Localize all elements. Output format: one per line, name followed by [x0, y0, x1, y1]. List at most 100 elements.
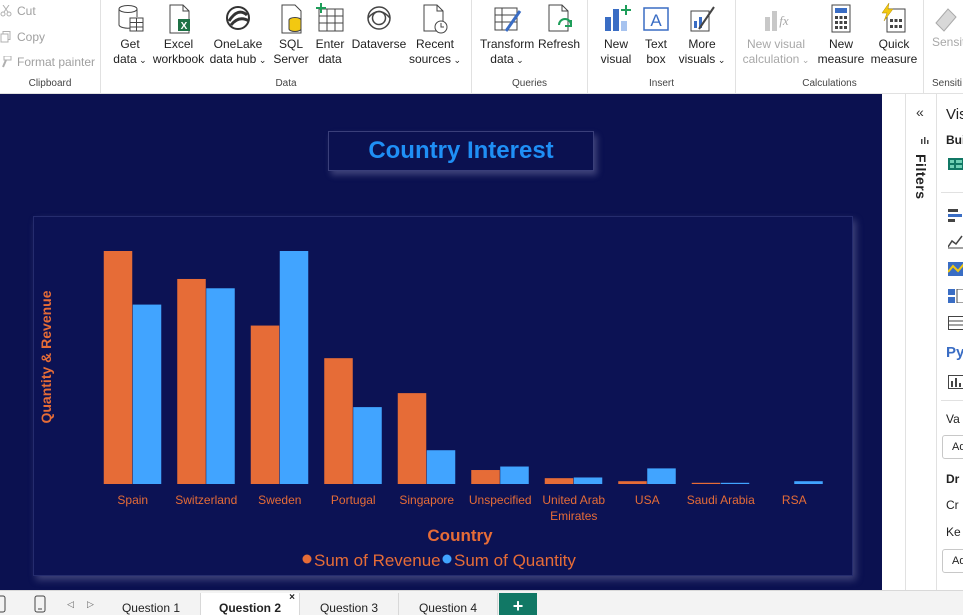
- bar-revenue: [397, 393, 427, 484]
- x-tick-label: United Arab: [542, 493, 605, 507]
- bar-revenue: [544, 478, 574, 484]
- copy-label: Copy: [17, 30, 46, 44]
- sensitivity-icon: [932, 3, 962, 35]
- more-visuals-button[interactable]: More visuals ⌄: [676, 3, 728, 68]
- x-tick-label: Portugal: [331, 493, 376, 507]
- drill-through-label: Dr: [946, 472, 960, 486]
- transform-data-icon: [492, 3, 522, 35]
- legend-marker: [302, 554, 312, 564]
- chevron-down-icon: ⌄: [715, 55, 726, 65]
- bar-chart-add-icon: [601, 3, 631, 35]
- tab-question-3[interactable]: Question 3: [300, 593, 399, 615]
- ribbon-chart-icon[interactable]: [948, 262, 963, 276]
- sensitivity-button[interactable]: Sensiti: [932, 3, 963, 50]
- data-group-label: Data: [275, 78, 297, 89]
- quick-measure-button[interactable]: Quick measure: [868, 2, 920, 67]
- recent-sources-icon: [420, 3, 450, 35]
- python-visual-label[interactable]: Py: [946, 344, 963, 361]
- x-tick-label: Unspecified: [469, 493, 532, 507]
- tab-question-1[interactable]: Question 1: [102, 593, 201, 615]
- add-data-field-values[interactable]: Ad: [942, 435, 963, 459]
- x-tick-label: Saudi Arabia: [687, 493, 755, 507]
- copy-button[interactable]: Copy: [0, 30, 45, 44]
- sql-server-button[interactable]: SQL Server: [272, 3, 310, 67]
- onelake-label-1: OneLake: [213, 37, 263, 51]
- report-page[interactable]: Country Interest Spain Switzerland Sweden P…: [0, 94, 882, 590]
- excel-label-2: workbook: [152, 52, 205, 66]
- svg-text:fx: fx: [779, 13, 789, 28]
- insert-group-label: Insert: [648, 78, 674, 89]
- dataverse-button[interactable]: Dataverse: [351, 3, 407, 52]
- bar-revenue: [324, 358, 353, 484]
- more-visuals-icon: [687, 3, 717, 35]
- format-painter-label: Format painter: [17, 55, 96, 69]
- refresh-button[interactable]: Refresh: [536, 3, 582, 52]
- enter-data-button[interactable]: Enter data: [313, 3, 347, 67]
- quick-measure-label-1: Quick: [878, 37, 910, 51]
- bar-quantity: [353, 407, 382, 484]
- collapse-pane-button[interactable]: «: [916, 104, 924, 120]
- cut-button[interactable]: Cut: [0, 4, 36, 18]
- page-view-icon[interactable]: [0, 595, 6, 613]
- new-visual-calculation-button[interactable]: fx New visual calculation ⌄: [742, 3, 810, 68]
- tab-question-2[interactable]: Question 2 ×: [201, 592, 300, 615]
- tab-question-4[interactable]: Question 4: [399, 593, 498, 615]
- onelake-button[interactable]: OneLake data hub ⌄: [209, 3, 267, 68]
- format-painter-button[interactable]: Format painter: [0, 55, 95, 69]
- table-visual-icon[interactable]: [948, 316, 963, 330]
- recent-label-1: Recent: [415, 37, 455, 51]
- line-chart-icon[interactable]: [948, 235, 963, 249]
- queries-group: Transform data ⌄ Refresh Queries: [472, 0, 588, 94]
- text-box-label-1: Text: [644, 37, 667, 51]
- clipboard-group-label: Clipboard: [28, 78, 72, 89]
- paginated-report-icon[interactable]: [948, 375, 963, 389]
- new-measure-label-1: New: [828, 37, 853, 51]
- close-icon[interactable]: ×: [289, 592, 295, 603]
- add-page-button[interactable]: +: [499, 593, 537, 615]
- legend-label: Sum of Revenue: [314, 551, 441, 570]
- transform-data-button[interactable]: Transform data ⌄: [480, 3, 534, 68]
- page-tabs-bar: ◁ ▷ Question 1 Question 2 × Question 3 Qu…: [0, 590, 963, 615]
- refresh-label: Refresh: [537, 37, 581, 51]
- visualizations-heading: Vis: [946, 106, 963, 123]
- bar-revenue: [691, 482, 721, 484]
- bar-revenue: [177, 278, 206, 484]
- new-visual-calc-label-1: New visual: [746, 37, 806, 51]
- matrix-icon[interactable]: [948, 289, 963, 303]
- sql-label-1: SQL: [278, 37, 303, 51]
- new-visual-calc-label-2: calculation: [742, 52, 800, 66]
- bar-quantity: [500, 466, 529, 484]
- tab-scroll-right-icon[interactable]: ▷: [87, 599, 94, 609]
- new-visual-button[interactable]: New visual: [596, 3, 636, 67]
- new-measure-button[interactable]: New measure: [816, 3, 866, 67]
- x-tick-label: Singapore: [399, 493, 454, 507]
- clustered-column-chart[interactable]: Spain Switzerland Sweden Portugal Singapore U…: [33, 216, 853, 576]
- svg-text:X: X: [180, 21, 187, 32]
- get-data-button[interactable]: Get data ⌄: [109, 3, 151, 68]
- y-axis-title: Quantity & Revenue: [38, 290, 54, 423]
- stacked-bar-chart-icon[interactable]: [948, 208, 963, 222]
- bar-quantity: [720, 482, 750, 484]
- excel-workbook-button[interactable]: X Excel workbook: [151, 3, 206, 67]
- x-tick-label: Spain: [117, 493, 148, 507]
- bar-quantity: [647, 468, 676, 484]
- bar-revenue: [250, 325, 280, 484]
- new-visual-label-1: New: [603, 37, 628, 51]
- data-group: Get data ⌄ X Excel workbook OneLake data…: [101, 0, 472, 94]
- build-visual-icon[interactable]: [948, 156, 963, 172]
- more-visuals-label-2: visuals: [678, 52, 716, 66]
- text-box-button[interactable]: A Text box: [638, 3, 674, 67]
- report-title[interactable]: Country Interest: [328, 131, 594, 171]
- recent-sources-button[interactable]: Recent sources ⌄: [407, 3, 463, 68]
- dataverse-icon: [364, 3, 394, 35]
- enter-data-label-2: data: [318, 52, 342, 66]
- filters-pane[interactable]: « Filters: [905, 94, 937, 590]
- add-data-field-drill[interactable]: Ad: [942, 549, 963, 573]
- tab-scroll-left-icon[interactable]: ◁: [67, 599, 74, 609]
- bar-revenue: [103, 251, 133, 484]
- recent-label-2: sources: [408, 52, 451, 66]
- mobile-layout-icon[interactable]: [34, 595, 46, 613]
- filters-label[interactable]: Filters: [913, 154, 929, 200]
- filter-bars-icon: [921, 137, 929, 144]
- text-box-label-2: box: [646, 52, 666, 66]
